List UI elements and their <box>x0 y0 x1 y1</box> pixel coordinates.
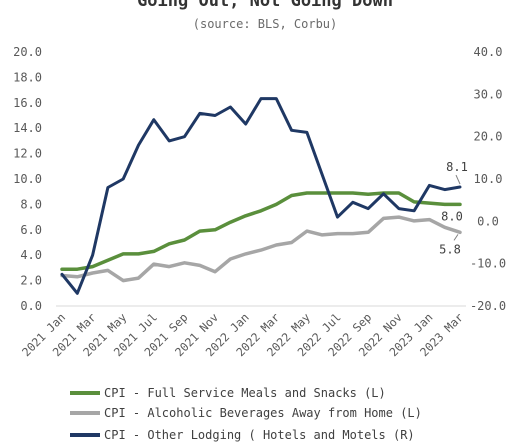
y-right-tick-label: 30.0 <box>474 87 503 101</box>
y-right-tick-label: 20.0 <box>474 130 503 144</box>
end-label-lodging: 8.1 <box>446 160 468 174</box>
chart-title: Going Out, Not Going Down <box>137 0 393 11</box>
y-right-tick-label: -10.0 <box>470 257 506 271</box>
y-left-tick-label: 14.0 <box>13 121 42 135</box>
y-axis-right: 40.0 30.0 20.0 10.0 0.0 -10.0 -20.0 <box>470 45 506 313</box>
legend: CPI - Full Service Meals and Snacks (L) C… <box>70 386 422 442</box>
end-label-meals: 8.0 <box>441 209 463 223</box>
y-left-tick-label: 16.0 <box>13 96 42 110</box>
legend-label: CPI - Full Service Meals and Snacks (L) <box>104 386 386 400</box>
end-label-leader <box>453 234 459 241</box>
series-line-3 <box>60 97 462 295</box>
chart-subtitle: (source: BLS, Corbu) <box>193 17 338 31</box>
end-labels: 8.1 8.0 5.8 <box>439 160 468 256</box>
y-left-tick-label: 8.0 <box>20 197 42 211</box>
y-right-tick-label: -20.0 <box>470 299 506 313</box>
y-left-tick-label: 0.0 <box>20 299 42 313</box>
series-line-1 <box>60 191 462 271</box>
y-right-tick-label: 10.0 <box>474 172 503 186</box>
y-left-tick-label: 20.0 <box>13 45 42 59</box>
y-left-tick-label: 18.0 <box>13 70 42 84</box>
legend-label: CPI - Alcoholic Beverages Away from Home… <box>104 406 422 420</box>
legend-label: CPI - Other Lodging ( Hotels and Motels … <box>104 428 415 442</box>
end-label-alcohol: 5.8 <box>439 242 461 256</box>
y-left-tick-label: 2.0 <box>20 274 42 288</box>
y-left-tick-label: 10.0 <box>13 172 42 186</box>
series-line-2 <box>60 215 462 283</box>
y-left-tick-label: 4.0 <box>20 248 42 262</box>
y-left-tick-label: 12.0 <box>13 147 42 161</box>
y-right-tick-label: 0.0 <box>477 214 499 228</box>
y-axis-left: 0.0 2.0 4.0 6.0 8.0 10.0 12.0 14.0 16.0 18.0 20.0 <box>13 45 42 313</box>
plot-area <box>60 97 462 295</box>
y-left-tick-label: 6.0 <box>20 223 42 237</box>
y-right-tick-label: 40.0 <box>474 45 503 59</box>
end-label-leader <box>455 174 461 185</box>
